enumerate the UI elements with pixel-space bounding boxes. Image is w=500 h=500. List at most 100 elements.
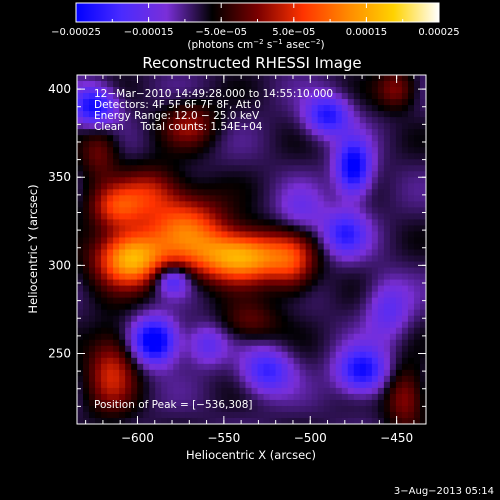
heatmap-cell (311, 87, 319, 94)
heatmap-cell (395, 411, 403, 419)
heatmap-cell (239, 237, 247, 245)
heatmap-cell (341, 147, 349, 154)
heatmap-cell (359, 411, 367, 419)
heatmap-cell (191, 291, 198, 299)
heatmap-cell (407, 411, 415, 419)
heatmap-cell (377, 333, 385, 341)
heatmap-cell (161, 363, 168, 371)
heatmap-cell (143, 273, 150, 281)
heatmap-cell (365, 231, 373, 239)
heatmap-cell (383, 243, 391, 251)
heatmap-cell (275, 117, 283, 124)
heatmap-cell (419, 369, 426, 377)
heatmap-cell (377, 165, 385, 172)
heatmap-cell (119, 327, 126, 335)
heatmap-cell (89, 345, 96, 353)
heatmap-cell (167, 339, 174, 347)
heatmap-cell (323, 225, 331, 233)
heatmap-cell (155, 339, 162, 347)
heatmap-cell (245, 243, 253, 251)
heatmap-cell (353, 129, 361, 136)
heatmap-cell (305, 243, 313, 251)
heatmap-cell (125, 375, 132, 383)
heatmap-cell (317, 297, 325, 305)
heatmap-cell (197, 123, 204, 130)
heatmap-cell (185, 327, 192, 335)
heatmap-cell (107, 237, 114, 245)
heatmap-cell (389, 249, 397, 257)
heatmap-cell (257, 387, 265, 395)
heatmap-cell (341, 255, 349, 263)
heatmap-cell (389, 327, 397, 335)
heatmap-cell (101, 201, 108, 208)
heatmap-cell (215, 237, 223, 245)
heatmap-cell (359, 129, 367, 136)
heatmap-cell (89, 321, 96, 329)
heatmap-cell (113, 393, 120, 401)
heatmap-cell (155, 105, 162, 112)
heatmap-cell (257, 381, 265, 389)
heatmap-cell (245, 309, 253, 317)
heatmap-cell (329, 147, 337, 154)
heatmap-cell (149, 357, 156, 365)
heatmap-cell (317, 339, 325, 347)
heatmap-cell (287, 333, 295, 341)
heatmap-cell (101, 195, 108, 202)
heatmap-cell (113, 111, 120, 118)
heatmap-cell (359, 195, 367, 202)
heatmap-cell (305, 417, 313, 424)
heatmap-cell (395, 267, 403, 275)
heatmap-cell (371, 357, 379, 365)
heatmap-cell (209, 147, 216, 154)
heatmap-cell (107, 159, 114, 166)
heatmap-cell (269, 129, 277, 136)
heatmap-cell (113, 171, 120, 178)
heatmap-cell (203, 381, 210, 389)
heatmap-cell (119, 93, 126, 100)
heatmap-cell (383, 225, 391, 233)
heatmap-cell (323, 201, 331, 208)
heatmap-cell (191, 201, 198, 208)
heatmap-cell (143, 345, 150, 353)
heatmap-cell (101, 315, 108, 323)
heatmap-cell (77, 171, 84, 178)
heatmap-cell (419, 225, 426, 233)
heatmap-cell (161, 267, 168, 275)
heatmap-cell (95, 189, 102, 196)
heatmap-cell (293, 129, 301, 136)
heatmap-cell (305, 231, 313, 239)
heatmap-cell (161, 153, 168, 160)
heatmap-cell (395, 123, 403, 130)
heatmap-cell (77, 129, 84, 136)
heatmap-cell (83, 195, 90, 202)
heatmap-cell (317, 177, 325, 184)
heatmap-cell (107, 129, 114, 136)
heatmap-cell (419, 363, 426, 371)
heatmap-cell (329, 255, 337, 263)
heatmap-cell (257, 321, 265, 329)
heatmap-cell (83, 285, 90, 293)
heatmap-cell (413, 123, 421, 130)
heatmap-cell (281, 267, 289, 275)
heatmap-cell (275, 321, 283, 329)
heatmap-cell (185, 387, 192, 395)
heatmap-cell (173, 99, 180, 106)
heatmap-cell (413, 255, 421, 263)
heatmap-cell (365, 93, 373, 100)
heatmap-cell (137, 177, 144, 184)
heatmap-cell (383, 255, 391, 263)
heatmap-cell (251, 129, 259, 136)
heatmap-cell (197, 87, 204, 94)
heatmap-cell (173, 267, 180, 275)
heatmap-cell (377, 339, 385, 347)
heatmap-cell (209, 261, 216, 269)
heatmap-cell (323, 405, 331, 413)
heatmap-cell (209, 99, 216, 106)
heatmap-cell (215, 261, 223, 269)
heatmap-cell (383, 117, 391, 124)
heatmap-cell (191, 129, 198, 136)
heatmap-cell (251, 183, 259, 190)
heatmap-cell (155, 177, 162, 184)
heatmap-cell (419, 129, 426, 136)
heatmap-cell (323, 87, 331, 94)
